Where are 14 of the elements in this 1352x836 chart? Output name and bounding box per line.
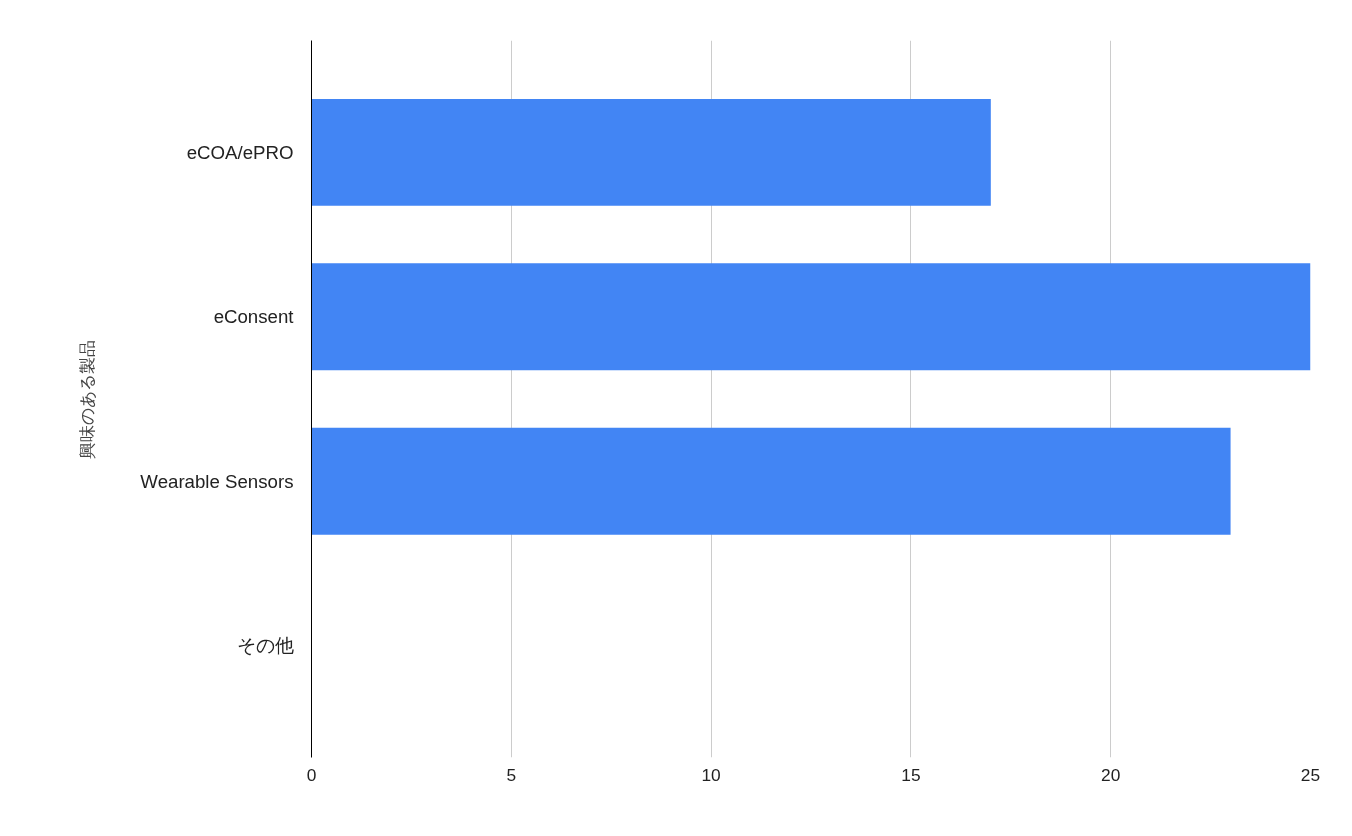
x-tick-label: 15 bbox=[901, 764, 921, 785]
x-tick-label: 5 bbox=[506, 764, 517, 785]
y-tick-label: eCOA/ePRO bbox=[186, 141, 294, 163]
x-tick-label: 25 bbox=[1300, 764, 1321, 785]
bar bbox=[311, 98, 991, 206]
y-tick-label: Wearable Sensors bbox=[140, 470, 294, 492]
y-axis-title: 興味のある製品 bbox=[77, 339, 98, 459]
bar bbox=[311, 263, 1311, 371]
y-tick-label: eConsent bbox=[213, 306, 295, 328]
bar bbox=[311, 427, 1231, 535]
x-tick-label: 10 bbox=[701, 764, 721, 785]
y-tick-label: その他 bbox=[236, 635, 294, 657]
x-tick-label: 0 bbox=[306, 764, 317, 785]
x-tick-label: 20 bbox=[1101, 764, 1121, 785]
